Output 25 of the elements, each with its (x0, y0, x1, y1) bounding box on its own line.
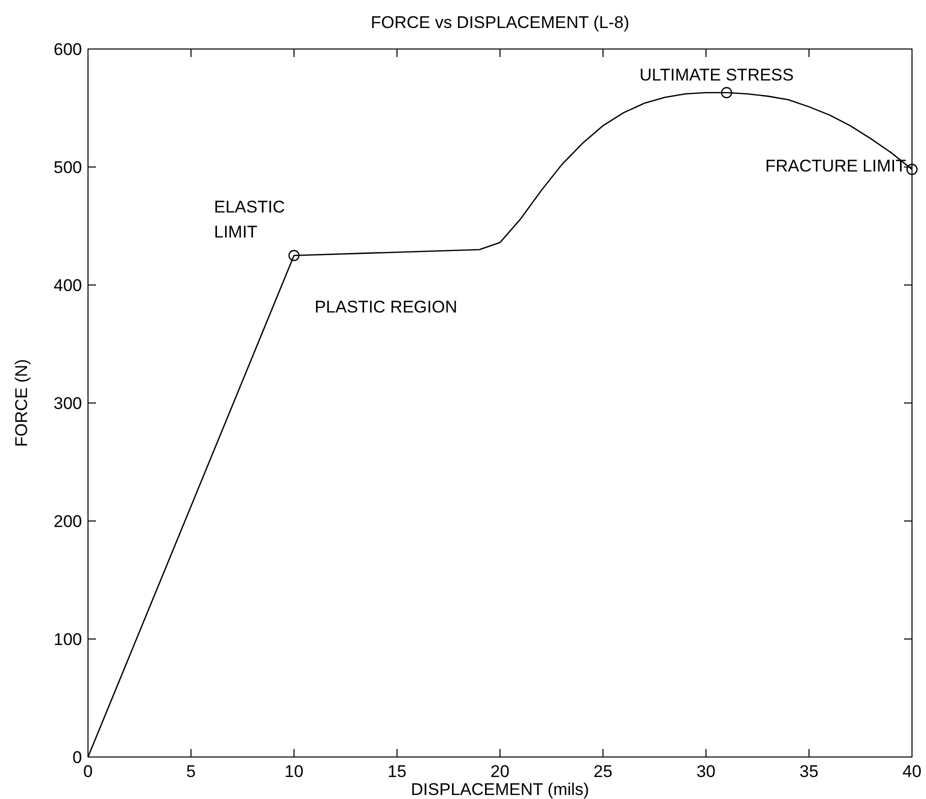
x-tick-label: 15 (388, 762, 406, 781)
y-tick-label: 100 (54, 630, 82, 649)
x-tick-label: 30 (696, 762, 716, 781)
point (721, 87, 732, 98)
y-tick-label: 200 (54, 512, 82, 531)
annotation: ELASTIC LIMIT (214, 198, 285, 242)
annotation: ULTIMATE STRESS (639, 66, 794, 85)
x-tick-label: 25 (594, 762, 612, 781)
y-tick-label: 600 (54, 40, 82, 59)
annotation: FRACTURE LIMIT (765, 156, 906, 176)
x-axis-title: DISPLACEMENT (mils) (410, 780, 590, 799)
y-tick-label: 300 (54, 394, 82, 413)
x-tick-label: 35 (800, 762, 818, 781)
x-tick-label: 40 (902, 762, 922, 781)
y-tick-label: 400 (54, 276, 82, 295)
y-tick-label: 0 (72, 748, 82, 767)
x-tick-label: 10 (284, 762, 304, 781)
point (288, 250, 300, 262)
y-axis-title: FORCE (N) (12, 359, 31, 447)
x-tick-label: 5 (186, 762, 196, 781)
y-tick-label: 500 (54, 158, 82, 177)
annotation: PLASTIC REGION (314, 297, 458, 316)
x-tick-label: 20 (490, 762, 510, 781)
chart-title: FORCE vs DISPLACEMENT (L-8) (370, 13, 630, 32)
point (906, 164, 918, 175)
